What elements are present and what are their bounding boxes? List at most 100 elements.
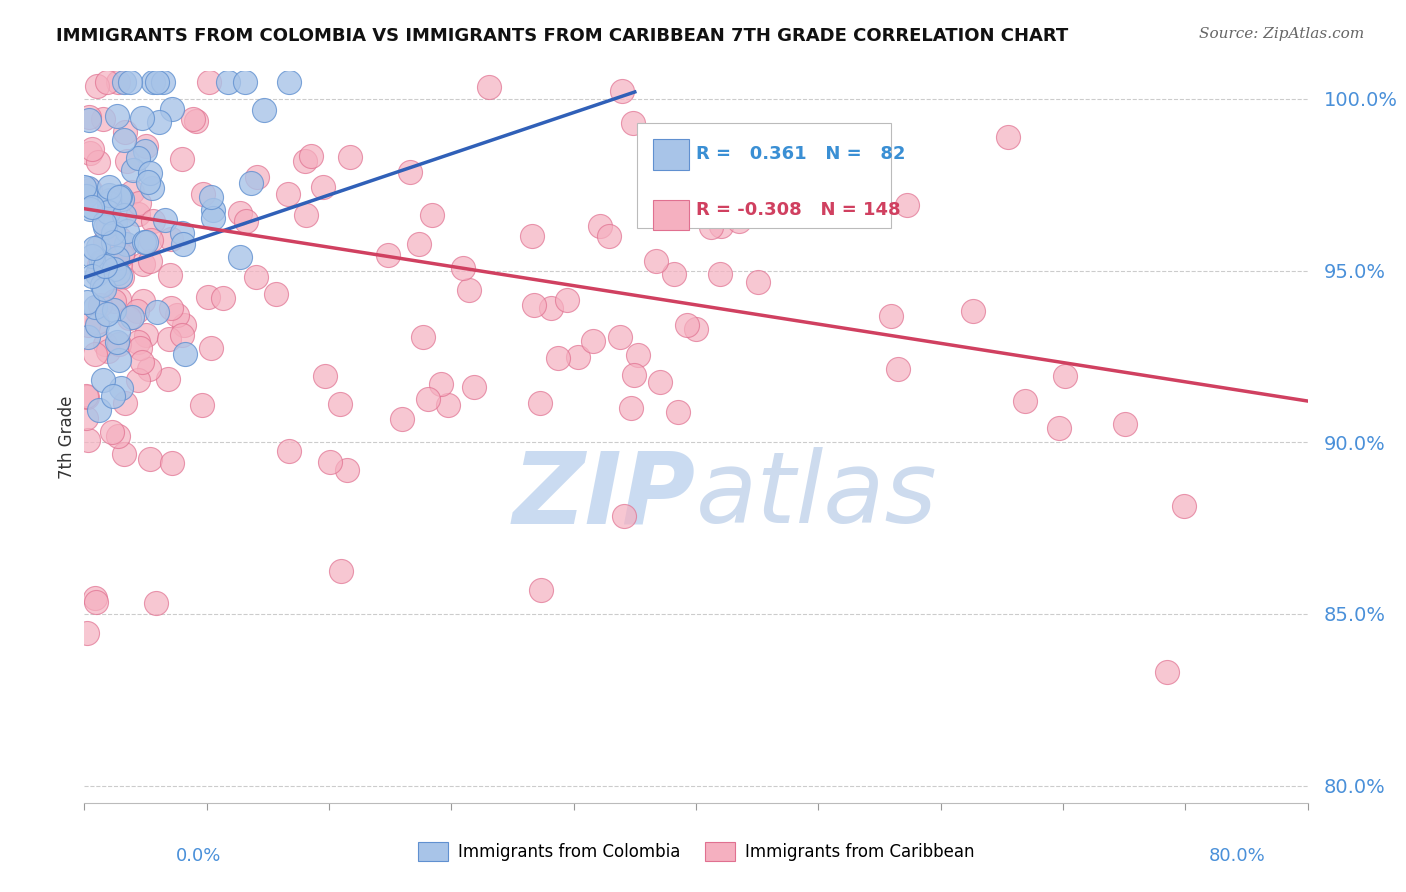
Point — [86, 318, 108, 332]
Point — [589, 219, 612, 234]
Point — [335, 463, 357, 477]
Point — [172, 327, 194, 342]
Point — [582, 334, 605, 348]
Point — [79, 145, 101, 160]
Point — [610, 84, 633, 98]
Point — [239, 177, 262, 191]
Point — [294, 153, 316, 168]
Point — [108, 230, 131, 244]
Point — [159, 301, 181, 316]
Point — [121, 185, 143, 199]
Point — [709, 219, 731, 234]
Point — [138, 451, 160, 466]
Point — [408, 237, 430, 252]
Point — [1014, 394, 1036, 409]
Point — [662, 267, 685, 281]
Point — [299, 149, 322, 163]
Point — [80, 200, 103, 214]
Point — [245, 269, 267, 284]
Point — [1047, 421, 1070, 435]
Point — [458, 283, 481, 297]
Point — [377, 247, 399, 261]
Point — [229, 205, 252, 219]
Point — [86, 267, 108, 281]
Point — [97, 218, 120, 232]
Point — [77, 111, 100, 125]
Point — [200, 190, 222, 204]
Point — [111, 270, 134, 285]
Point — [105, 251, 128, 265]
Point — [122, 162, 145, 177]
Point — [77, 330, 100, 344]
Point — [655, 193, 678, 207]
Point — [598, 228, 620, 243]
Point — [108, 292, 131, 306]
Text: R = -0.308   N = 148: R = -0.308 N = 148 — [696, 202, 901, 219]
Point — [115, 154, 138, 169]
Point — [136, 175, 159, 189]
Point — [132, 294, 155, 309]
Point — [160, 103, 183, 117]
Point — [314, 368, 336, 383]
Point — [621, 116, 644, 130]
Point — [77, 318, 100, 332]
Point — [155, 212, 177, 227]
Point — [159, 231, 181, 245]
Point — [146, 305, 169, 319]
Point — [98, 180, 121, 194]
Point — [103, 302, 125, 317]
Point — [319, 455, 342, 469]
Point — [156, 372, 179, 386]
Point — [104, 254, 127, 268]
Point — [127, 373, 149, 387]
Point — [896, 198, 918, 212]
Point — [709, 267, 731, 281]
Point — [110, 188, 132, 202]
Point — [174, 347, 197, 361]
Point — [110, 192, 132, 206]
Point — [107, 75, 129, 89]
Point — [139, 166, 162, 180]
Point — [79, 183, 101, 197]
Point — [114, 237, 136, 252]
Point — [233, 75, 256, 89]
Point — [82, 142, 104, 156]
Point — [330, 564, 353, 578]
Point — [626, 348, 648, 362]
Point — [134, 145, 156, 159]
Point — [91, 253, 114, 268]
Point — [184, 113, 207, 128]
Text: R =   0.361   N =   82: R = 0.361 N = 82 — [696, 145, 905, 163]
Point — [246, 170, 269, 185]
Point — [77, 112, 100, 127]
Point — [94, 337, 117, 351]
Point — [77, 181, 100, 195]
Point — [135, 235, 157, 249]
Point — [93, 216, 115, 230]
Point — [84, 300, 107, 314]
Point — [135, 327, 157, 342]
Point — [75, 411, 97, 425]
Point — [107, 266, 129, 280]
Point — [132, 235, 155, 249]
Point — [101, 425, 124, 439]
Point — [962, 304, 984, 318]
Point — [121, 310, 143, 324]
Point — [201, 203, 224, 218]
Point — [107, 190, 129, 204]
Point — [138, 362, 160, 376]
Point — [200, 341, 222, 355]
Point — [685, 321, 707, 335]
Text: atlas: atlas — [696, 447, 938, 544]
Point — [101, 226, 124, 240]
Point — [117, 310, 139, 325]
Point — [87, 259, 110, 273]
Point — [114, 396, 136, 410]
Point — [997, 129, 1019, 144]
Point — [75, 389, 97, 403]
Point — [107, 429, 129, 443]
Point — [104, 217, 127, 231]
Point — [451, 260, 474, 275]
Point — [142, 214, 165, 228]
Point — [112, 75, 135, 89]
